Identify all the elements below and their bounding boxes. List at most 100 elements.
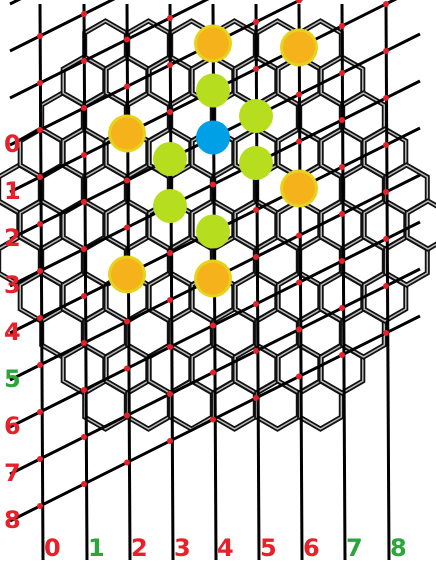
intersection-dot	[339, 23, 345, 29]
row-line-extra	[9, 0, 116, 53]
orange-piece	[111, 258, 143, 291]
orange-piece	[111, 117, 143, 150]
intersection-dot	[383, 95, 389, 101]
blue-piece	[196, 120, 230, 155]
row-label-6: 6	[4, 412, 21, 440]
intersection-dot	[37, 503, 43, 509]
intersection-dot	[37, 456, 43, 462]
intersection-dot	[253, 66, 259, 72]
intersection-dot	[81, 246, 87, 252]
intersection-dot	[339, 258, 345, 264]
intersection-dot	[296, 138, 302, 145]
row-label-2: 2	[4, 224, 21, 252]
intersection-dot	[81, 152, 87, 158]
intersection-dot	[383, 330, 389, 336]
intersection-dot	[383, 1, 389, 7]
intersection-dot	[383, 48, 389, 54]
intersection-dot	[296, 279, 302, 286]
intersection-dot	[339, 305, 345, 311]
intersection-dot	[37, 315, 43, 321]
intersection-dot	[37, 409, 43, 415]
intersection-dot	[253, 254, 259, 260]
intersection-dot	[37, 80, 43, 86]
intersection-dot	[296, 0, 302, 4]
intersection-dot	[81, 481, 87, 487]
row-label-1: 1	[4, 177, 21, 205]
orange-piece	[197, 262, 229, 295]
hex-cell-highlight	[406, 200, 436, 250]
column-label-4: 4	[217, 534, 234, 562]
intersection-dot	[37, 174, 43, 180]
column-line-7	[340, 3, 347, 561]
orange-piece	[283, 31, 315, 64]
intersection-dot	[296, 373, 302, 380]
intersection-dot	[253, 301, 259, 307]
intersection-dot	[210, 416, 216, 423]
intersection-dot	[339, 70, 345, 76]
intersection-dot	[339, 164, 345, 170]
green-piece	[239, 146, 273, 180]
intersection-dot	[124, 459, 130, 466]
column-line-5	[254, 3, 261, 561]
intersection-dot	[81, 434, 87, 440]
column-line-3	[168, 3, 175, 561]
column-label-3: 3	[174, 534, 191, 562]
column-label-1: 1	[88, 534, 105, 562]
column-label-6: 6	[303, 534, 320, 562]
intersection-dot	[296, 91, 302, 98]
intersection-dot	[253, 348, 259, 354]
row-label-7: 7	[4, 459, 21, 487]
intersection-dot	[339, 211, 345, 217]
intersection-dot	[37, 362, 43, 368]
intersection-dot	[124, 83, 130, 90]
intersection-dot	[37, 221, 43, 227]
intersection-dot	[124, 412, 130, 419]
column-line-0	[38, 3, 45, 561]
intersection-dot	[81, 105, 87, 111]
intersection-dot	[339, 352, 345, 358]
intersection-dot	[167, 250, 173, 256]
column-label-2: 2	[131, 534, 148, 562]
intersection-dot	[383, 142, 389, 148]
column-label-0: 0	[44, 534, 61, 562]
intersection-dot	[124, 365, 130, 372]
row-label-3: 3	[4, 271, 21, 299]
intersection-dot	[339, 117, 345, 123]
game-pieces	[108, 24, 318, 298]
intersection-dot	[124, 224, 130, 231]
intersection-dot	[81, 199, 87, 205]
intersection-dot	[167, 344, 173, 350]
intersection-dot	[383, 236, 389, 242]
column-label-8: 8	[390, 534, 407, 562]
green-piece	[196, 73, 230, 108]
green-piece	[153, 189, 187, 223]
intersection-dot	[296, 326, 302, 333]
intersection-dot	[81, 11, 87, 17]
intersection-dot	[253, 395, 259, 401]
intersection-dot	[124, 318, 130, 325]
intersection-dot	[210, 322, 216, 329]
intersection-dot	[383, 189, 389, 195]
intersection-dot	[296, 232, 302, 239]
intersection-dot	[81, 340, 87, 346]
intersection-dot	[210, 181, 216, 188]
intersection-dot	[167, 15, 173, 21]
intersection-dot	[253, 19, 259, 25]
row-labels: 0 1 2 3 4 5 6 7 8	[4, 130, 21, 534]
column-label-7: 7	[346, 534, 363, 562]
intersection-dot	[383, 283, 389, 289]
orange-piece	[283, 172, 315, 205]
intersection-dot	[81, 387, 87, 393]
intersection-dot	[167, 62, 173, 68]
row-label-8: 8	[4, 506, 21, 534]
column-line-1	[82, 3, 89, 561]
intersection-dot	[37, 33, 43, 39]
intersection-dot	[81, 58, 87, 64]
intersection-dot	[167, 109, 173, 115]
row-label-5: 5	[4, 365, 21, 393]
row-line-extra	[9, 0, 210, 100]
intersection-dot	[37, 127, 43, 133]
intersection-dot	[167, 391, 173, 397]
green-piece	[239, 99, 273, 133]
